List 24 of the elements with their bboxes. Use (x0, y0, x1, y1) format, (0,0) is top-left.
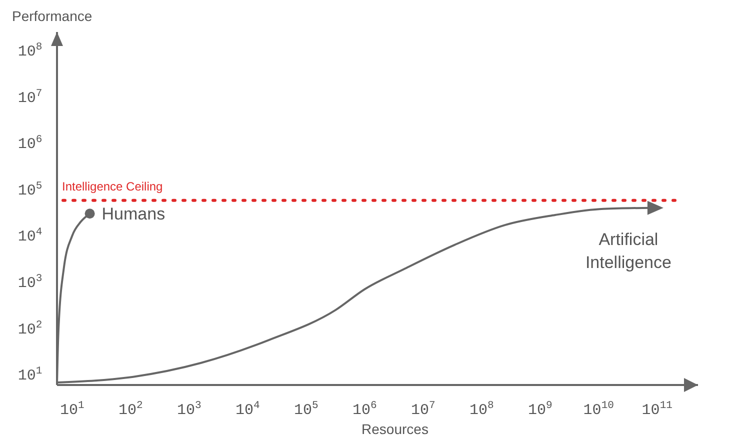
x-tick-label: 10$^{7}$ (410, 400, 436, 419)
y-axis-title: Performance (12, 8, 92, 24)
x-tick-label: 10$^{5}$ (294, 400, 318, 419)
ref-line-label: Intelligence Ceiling (62, 179, 163, 194)
x-tick-label: 10$^{3}$ (177, 400, 202, 419)
x-axis-title: Resources (362, 421, 428, 437)
y-tick-label: 10$^{8}$ (18, 41, 42, 60)
x-tick-label: 10$^{6}$ (352, 400, 377, 419)
x-tick-label: 10$^{1}$ (60, 400, 84, 419)
y-tick-label: 10$^{5}$ (18, 180, 42, 200)
x-tick-label: 10$^{4}$ (236, 400, 260, 419)
y-tick-label: 10$^{3}$ (18, 273, 42, 292)
x-tick-label: 10$^{9}$ (528, 400, 552, 419)
y-tick-label: 10$^{7}$ (18, 88, 42, 107)
y-tick-label: 10$^{6}$ (18, 134, 42, 154)
x-tick-label: 10$^{10}$ (583, 400, 614, 419)
x-tick-label: 10$^{11}$ (642, 400, 672, 419)
x-tick-label: 10$^{2}$ (118, 400, 143, 419)
y-tick-label: 10$^{4}$ (18, 226, 42, 246)
y-tick-label: 10$^{1}$ (18, 366, 42, 385)
series-label: Humans (102, 204, 166, 224)
y-tick-label: 10$^{2}$ (18, 319, 42, 338)
x-tick-label: 10$^{8}$ (469, 400, 494, 419)
series-label: Artificial Intelligence (585, 230, 672, 272)
